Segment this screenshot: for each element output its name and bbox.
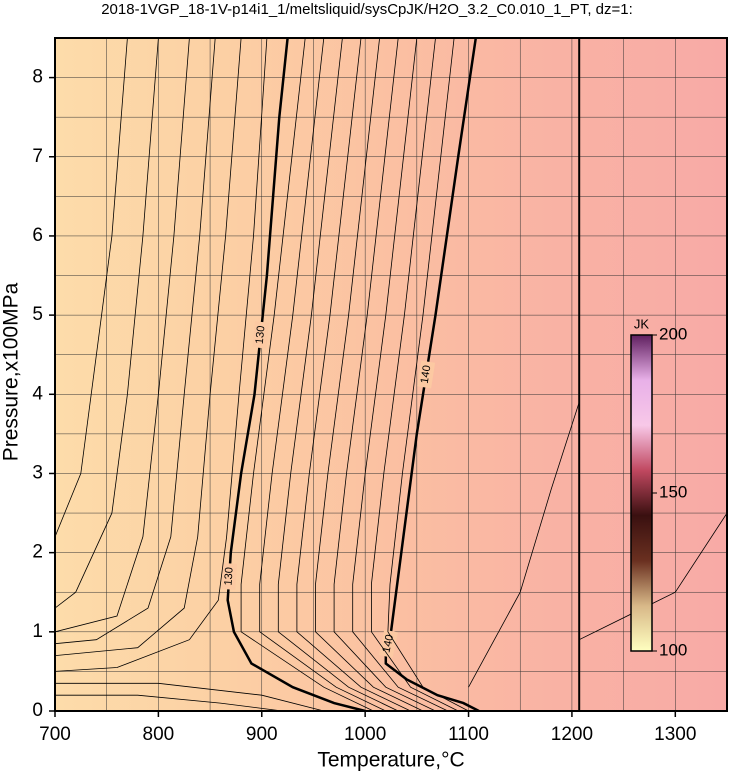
y-tick-label: 6	[32, 225, 43, 246]
contour-line	[333, 38, 436, 711]
contour-label: 140	[419, 364, 434, 384]
y-tick-label: 1	[32, 621, 43, 642]
contour-line	[55, 38, 159, 609]
y-tick-label: 7	[32, 146, 43, 167]
y-tick-label: 3	[32, 462, 43, 483]
field-background	[55, 38, 727, 711]
contour-line	[55, 38, 242, 656]
contour-line	[371, 38, 459, 711]
y-tick-label: 2	[32, 542, 43, 563]
contour-line	[55, 38, 190, 633]
y-tick-label: 8	[32, 67, 43, 88]
colorbar-tick-label: 100	[659, 640, 687, 659]
y-tick-label: 4	[32, 383, 43, 404]
contour-line	[240, 38, 374, 711]
contour-line	[296, 38, 411, 711]
contour-line	[259, 38, 386, 711]
contour-line	[579, 512, 727, 641]
x-axis-label: Temperature,°C	[317, 749, 464, 772]
contour-label-bg	[221, 562, 238, 590]
x-tick-label: 700	[39, 724, 71, 745]
y-axis-label: Pressure,x100MPa	[0, 282, 23, 461]
contour-label: 130	[254, 325, 268, 345]
contour-label-bg	[417, 360, 436, 389]
contour-label-bg	[252, 321, 270, 349]
x-tick-label: 1100	[448, 724, 489, 745]
y-tick-label: 0	[32, 700, 43, 721]
x-tick-label: 1000	[344, 724, 386, 745]
contour-line	[315, 38, 424, 711]
colorbar-tick-label: 150	[659, 482, 687, 501]
contour-label: 130	[223, 567, 236, 586]
contour-line	[55, 694, 283, 711]
contour-line	[387, 38, 469, 711]
colorbar	[630, 334, 653, 652]
contour-line	[55, 682, 324, 711]
contour-line	[55, 38, 128, 537]
y-tick-label: 5	[32, 304, 43, 325]
colorbar-tick-label: 200	[659, 324, 687, 343]
x-tick-label: 1200	[551, 724, 593, 745]
chart-title: 2018-1VGP_18-1V-p14i1_1/meltsliquid/sysC…	[101, 1, 633, 18]
contour-line	[55, 38, 216, 645]
colorbar-label: JK	[634, 316, 650, 331]
x-tick-label: 800	[143, 724, 175, 745]
contour-line	[468, 402, 580, 688]
x-tick-label: 900	[246, 724, 278, 745]
contour-line	[352, 38, 449, 711]
contour-line	[277, 38, 399, 711]
contour-label-bg	[378, 629, 399, 658]
plot-frame	[54, 37, 728, 712]
contour-line	[55, 38, 268, 672]
x-tick-label: 1300	[654, 724, 696, 745]
